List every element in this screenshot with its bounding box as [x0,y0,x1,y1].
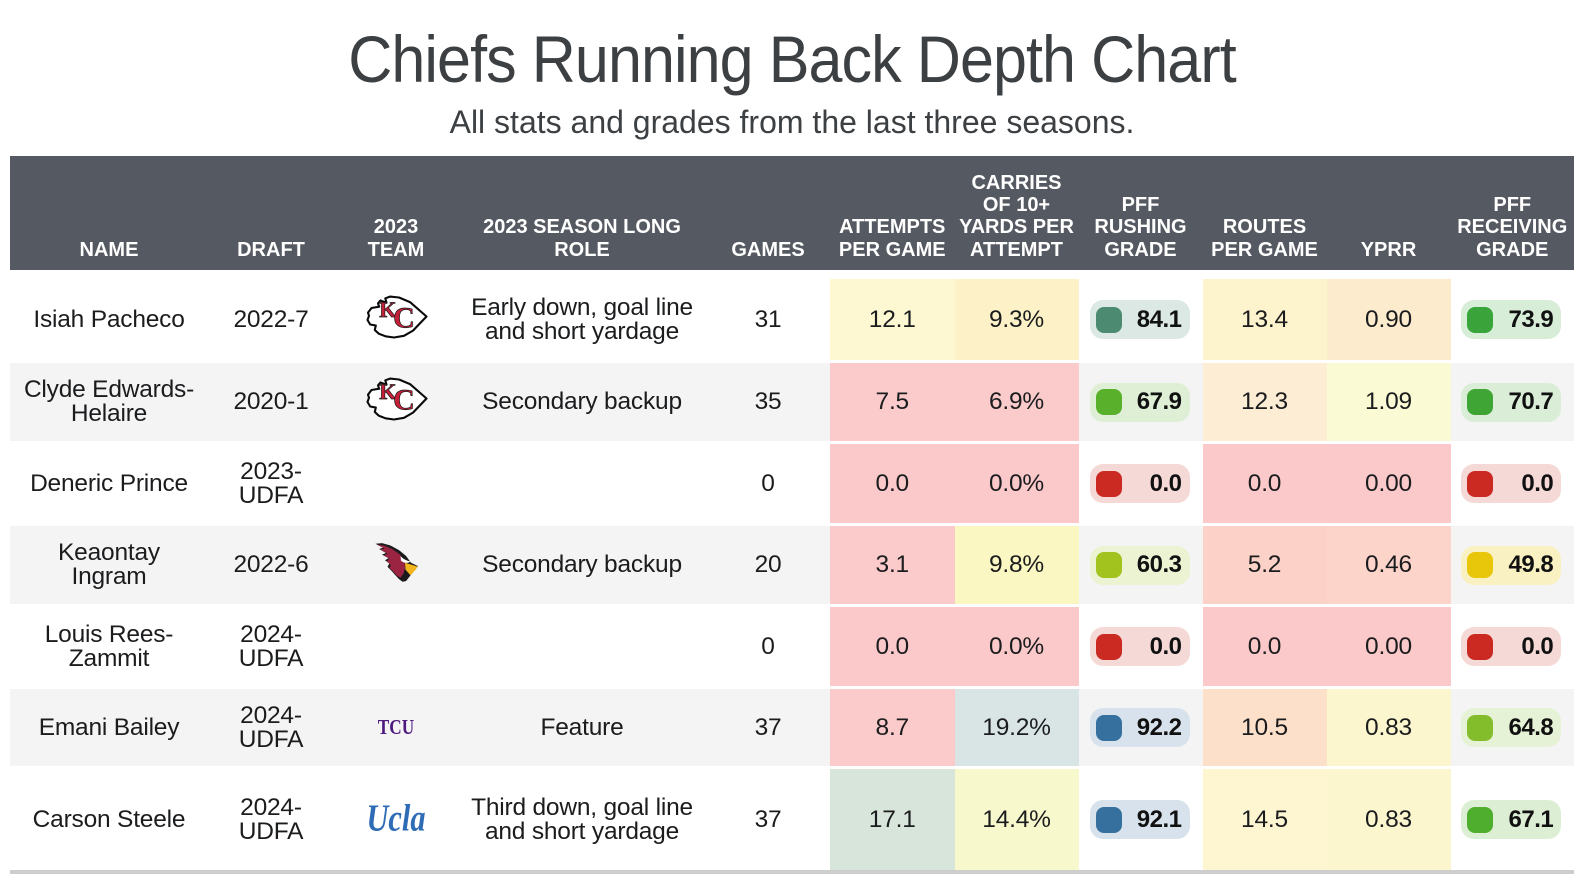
svg-text:C: C [393,384,415,417]
svg-text:K: K [379,297,396,322]
svg-text:TCU: TCU [378,716,414,739]
svg-text:K: K [379,379,396,404]
svg-text:Ucla: Ucla [366,802,425,838]
svg-text:C: C [393,301,415,334]
